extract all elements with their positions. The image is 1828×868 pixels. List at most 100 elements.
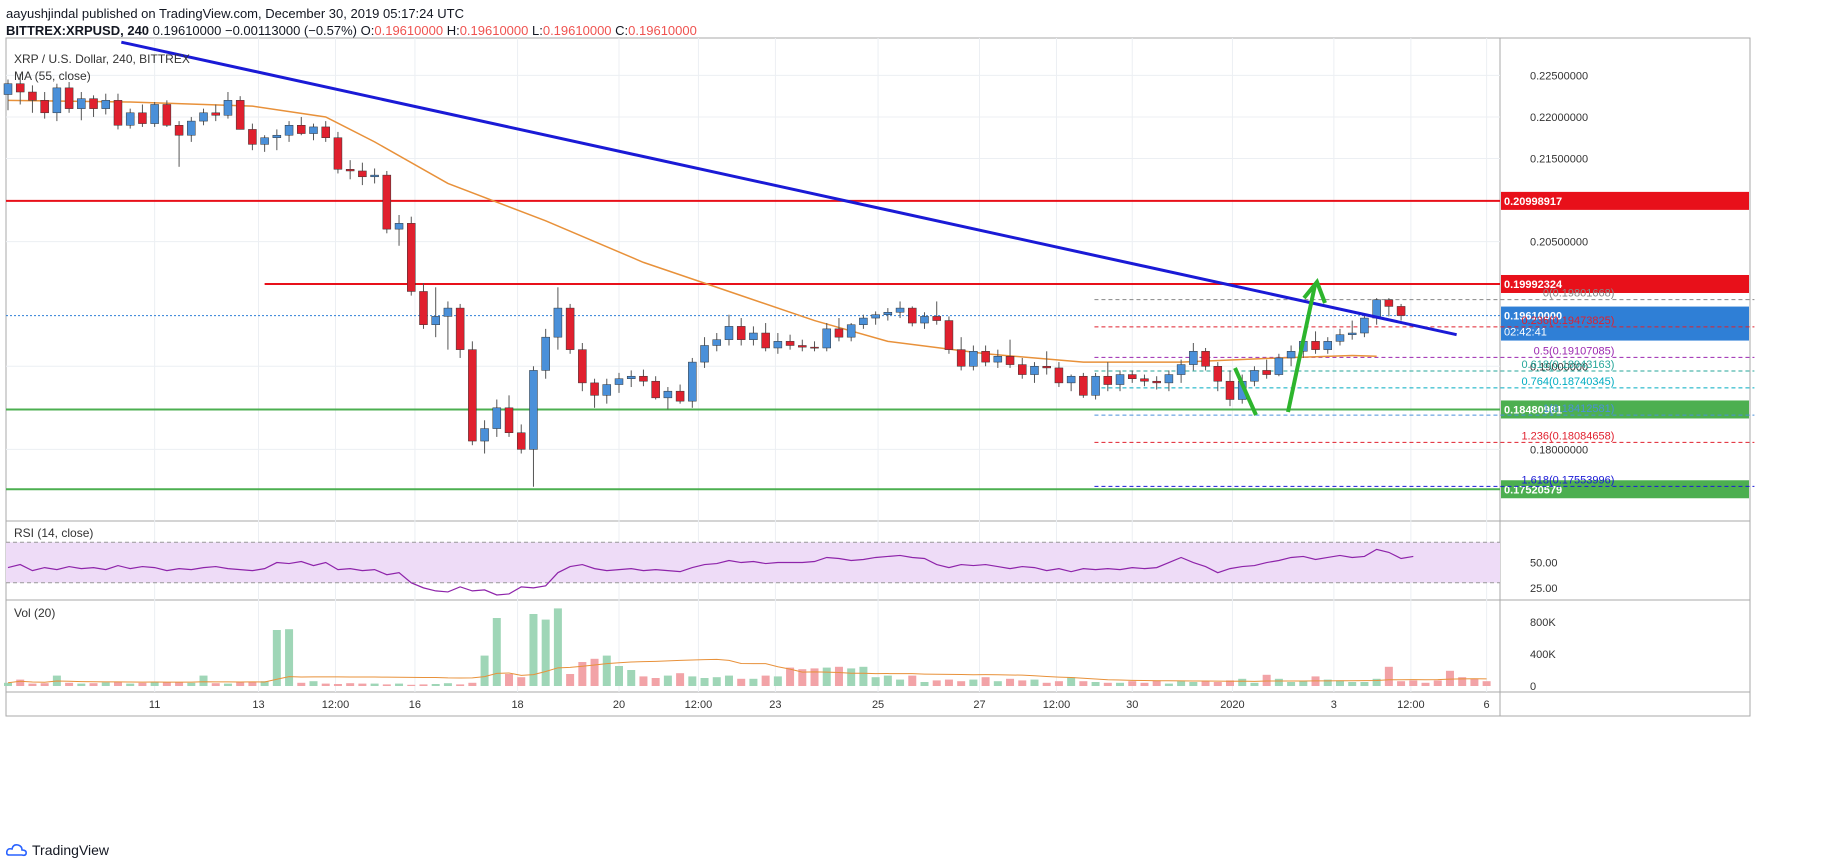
candle bbox=[1140, 374, 1149, 387]
candle-body bbox=[89, 98, 98, 109]
volume-bar bbox=[297, 682, 306, 686]
candle-body bbox=[944, 320, 954, 350]
volume-bar bbox=[150, 681, 159, 686]
volume-bar bbox=[1372, 678, 1381, 686]
volume-bar bbox=[566, 674, 575, 686]
volume-bar bbox=[505, 674, 514, 686]
candle-body bbox=[1164, 374, 1174, 384]
close-value: 0.19610000 bbox=[628, 23, 697, 38]
candle-body bbox=[187, 120, 196, 136]
candle-body bbox=[773, 341, 783, 349]
candle bbox=[162, 100, 172, 127]
candle bbox=[1042, 351, 1051, 375]
volume-bar bbox=[248, 682, 257, 686]
volume-y-tick: 0 bbox=[1530, 681, 1536, 693]
candle-body bbox=[480, 428, 489, 442]
candle-body bbox=[1018, 364, 1027, 375]
volume-bar bbox=[1250, 682, 1259, 686]
publisher-line: aayushjindal published on TradingView.co… bbox=[6, 6, 464, 21]
candle bbox=[1335, 328, 1345, 346]
x-tick-label: 18 bbox=[511, 699, 523, 711]
volume-bar bbox=[737, 678, 746, 686]
candle bbox=[578, 342, 587, 392]
candle-body bbox=[663, 390, 673, 399]
candle bbox=[394, 215, 404, 246]
candle-body bbox=[1360, 317, 1369, 334]
volume-bars bbox=[4, 608, 1491, 686]
volume-bar bbox=[1287, 682, 1296, 686]
x-tick-label: 20 bbox=[613, 699, 625, 711]
x-tick-label: 11 bbox=[149, 699, 160, 711]
volume-bar bbox=[1445, 670, 1454, 686]
x-tick-label: 12:00 bbox=[1397, 699, 1425, 711]
tradingview-logo[interactable]: TradingView bbox=[6, 842, 109, 858]
candle bbox=[859, 314, 868, 329]
candle bbox=[28, 85, 37, 113]
candle-body bbox=[626, 375, 636, 379]
candle-body bbox=[113, 100, 123, 126]
volume-bar bbox=[1054, 681, 1063, 686]
candle bbox=[969, 345, 978, 371]
bearish-trendline bbox=[120, 40, 1457, 337]
candle bbox=[1286, 345, 1296, 367]
volume-bar bbox=[749, 678, 758, 686]
x-tick-label: 12:00 bbox=[1043, 699, 1071, 711]
volume-bar bbox=[1213, 682, 1222, 686]
candle-body bbox=[162, 104, 172, 126]
candle bbox=[1201, 347, 1210, 371]
candle-body bbox=[443, 307, 453, 317]
candle-body bbox=[639, 375, 648, 382]
candle bbox=[932, 301, 941, 325]
candle bbox=[688, 357, 697, 408]
candle bbox=[77, 92, 86, 121]
candle-body bbox=[1140, 378, 1149, 382]
volume-bar bbox=[162, 682, 171, 686]
volume-bar bbox=[187, 682, 196, 686]
candle bbox=[1152, 376, 1161, 390]
volume-bar bbox=[1042, 682, 1051, 686]
candle bbox=[150, 101, 159, 127]
candle bbox=[284, 121, 294, 142]
volume-bar bbox=[883, 675, 892, 686]
candle-body bbox=[382, 174, 392, 230]
candle-body bbox=[1335, 334, 1345, 342]
candle bbox=[15, 73, 25, 105]
fib-level-label: 1(0.18412581) bbox=[1543, 403, 1615, 415]
volume-bar bbox=[969, 679, 978, 686]
open-label: O: bbox=[360, 23, 375, 38]
candle-body bbox=[1030, 366, 1039, 375]
volume-bar bbox=[1433, 680, 1442, 686]
candle-body bbox=[834, 328, 844, 338]
volume-bar bbox=[1018, 680, 1027, 686]
volume-bar bbox=[688, 676, 697, 686]
candle-body bbox=[859, 317, 868, 325]
tradingview-logo-text: TradingView bbox=[32, 842, 110, 858]
candle-body bbox=[3, 83, 13, 95]
volume-bar bbox=[871, 677, 880, 686]
candle bbox=[712, 333, 722, 352]
publisher-name[interactable]: aayushjindal bbox=[6, 6, 79, 21]
volume-bar bbox=[395, 683, 404, 686]
candle bbox=[1066, 374, 1076, 392]
candle bbox=[846, 323, 856, 342]
x-tick-label: 13 bbox=[252, 699, 264, 711]
volume-bar bbox=[113, 682, 122, 686]
volume-bar bbox=[101, 682, 110, 686]
level-price-label: 0.18480981 bbox=[1504, 404, 1562, 416]
candle-body bbox=[1091, 375, 1100, 396]
close-label: C: bbox=[615, 23, 629, 38]
candle bbox=[1311, 331, 1320, 354]
high-label: H: bbox=[446, 23, 460, 38]
volume-bar bbox=[346, 683, 355, 686]
candle bbox=[382, 170, 392, 234]
candle-body bbox=[932, 316, 941, 321]
candle-body bbox=[1079, 375, 1088, 396]
candle-body bbox=[846, 324, 856, 338]
candle bbox=[64, 82, 74, 113]
level-price-tag bbox=[1501, 400, 1749, 419]
volume-bar bbox=[859, 666, 868, 686]
volume-bar bbox=[1274, 678, 1283, 686]
candle bbox=[358, 162, 367, 186]
candles bbox=[3, 73, 1406, 487]
